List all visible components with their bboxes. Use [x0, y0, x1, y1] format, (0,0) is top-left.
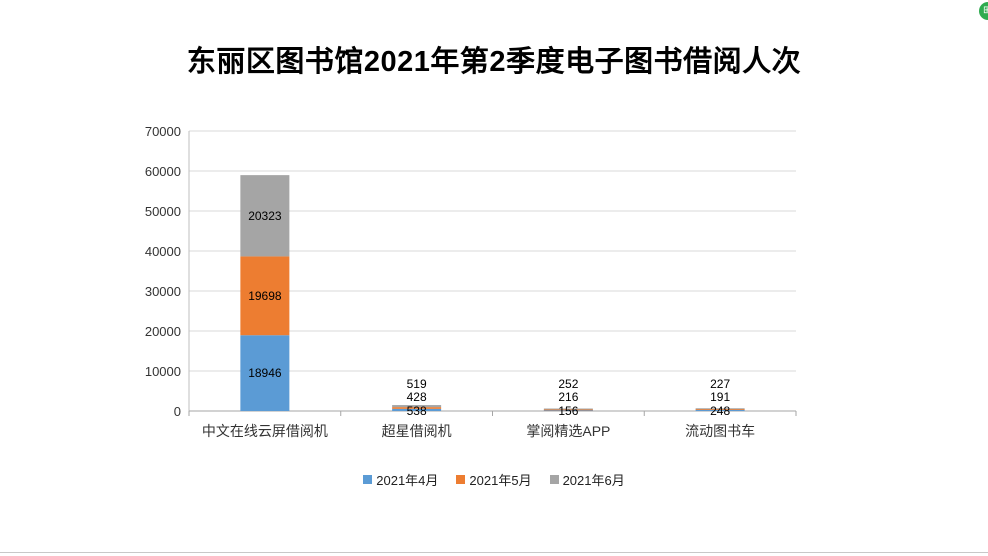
- bar-segment: [543, 408, 593, 410]
- x-category-label: 掌阅精选APP: [526, 423, 610, 439]
- data-label: 227: [710, 377, 730, 391]
- bar-segment: [695, 410, 745, 411]
- bar-segment: [392, 408, 442, 411]
- x-category-label: 流动图书车: [685, 423, 755, 439]
- bar-segment: [240, 335, 290, 411]
- y-tick-label: 70000: [145, 124, 181, 139]
- y-tick-label: 20000: [145, 324, 181, 339]
- data-label: 19698: [248, 289, 282, 303]
- bar-segment: [543, 410, 593, 411]
- y-tick-label: 30000: [145, 284, 181, 299]
- bottom-divider: [0, 552, 988, 553]
- legend-swatch: [549, 475, 559, 484]
- data-label: 156: [558, 404, 578, 418]
- x-category-label: 超星借阅机: [382, 423, 452, 439]
- bar-segment: [240, 175, 290, 257]
- legend-label: 2021年4月: [376, 473, 439, 488]
- data-label: 216: [558, 390, 578, 404]
- data-label: 20323: [248, 209, 282, 223]
- bar-segment: [695, 409, 745, 411]
- data-label: 428: [407, 390, 427, 404]
- legend-item: 2021年5月: [456, 470, 532, 489]
- y-tick-label: 50000: [145, 204, 181, 219]
- legend-label: 2021年5月: [469, 473, 532, 488]
- data-label: 191: [710, 390, 730, 404]
- chart-legend: 2021年4月 2021年5月 2021年6月: [0, 470, 988, 489]
- data-label: 18946: [248, 366, 282, 380]
- data-label: 519: [407, 377, 427, 391]
- y-tick-label: 40000: [145, 244, 181, 259]
- data-label: 538: [407, 404, 427, 418]
- legend-swatch: [456, 475, 466, 484]
- bar-segment: [240, 256, 290, 336]
- legend-swatch: [363, 475, 373, 484]
- data-label: 248: [710, 404, 730, 418]
- chart-title: 东丽区图书馆2021年第2季度电子图书借阅人次: [186, 46, 802, 78]
- app-badge-icon[interactable]: ⊞: [979, 2, 988, 20]
- bar-segment: [392, 407, 442, 409]
- y-tick-label: 0: [174, 404, 181, 419]
- legend-item: 2021年6月: [549, 470, 625, 489]
- y-tick-label: 60000: [145, 164, 181, 179]
- y-tick-label: 10000: [145, 364, 181, 379]
- legend-item: 2021年4月: [363, 470, 438, 489]
- bar-segment: [543, 409, 593, 411]
- bar-segment: [392, 405, 442, 408]
- data-label: 252: [558, 377, 578, 391]
- bar-segment: [695, 408, 745, 410]
- legend-label: 2021年6月: [562, 473, 625, 488]
- x-category-label: 中文在线云屏借阅机: [202, 423, 328, 439]
